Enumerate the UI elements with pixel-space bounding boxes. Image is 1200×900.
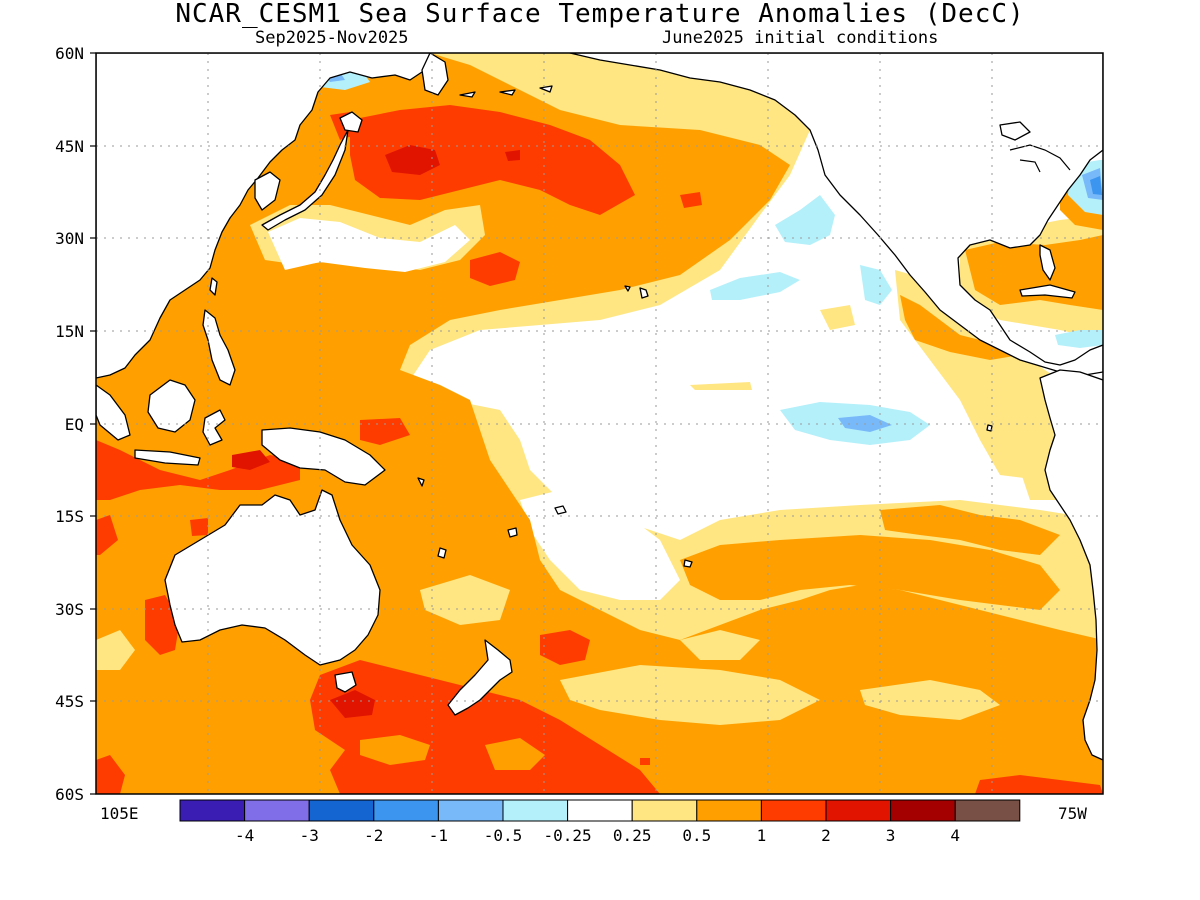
lon-label-west: 105E (100, 804, 139, 823)
legend-label: 0.5 (682, 826, 711, 845)
legend-swatch (373, 799, 439, 822)
axis-ticks (90, 52, 96, 795)
forecast-period: Sep2025-Nov2025 (255, 28, 409, 48)
legend-swatch (502, 799, 569, 822)
lat-label: 45N (55, 137, 84, 156)
lat-label: 30N (55, 229, 84, 248)
legend-label: -1 (429, 826, 448, 845)
lat-label: EQ (64, 415, 84, 434)
lat-label: 30S (55, 600, 84, 619)
great-lakes (1009, 144, 1071, 173)
grid-lines (96, 53, 1103, 794)
legend-label: -3 (300, 826, 319, 845)
lat-label: 45S (55, 692, 84, 711)
legend-swatch (954, 799, 1021, 822)
legend-label: 1 (757, 826, 767, 845)
map-title: NCAR_CESM1 Sea Surface Temperature Anoma… (175, 0, 1025, 29)
lon-label-east: 75W (1058, 804, 1087, 823)
color-scale-legend: -4 -3 -2 -1 -0.5 -0.25 0.25 0.5 1 2 3 4 (179, 799, 1021, 845)
legend-swatch (825, 799, 892, 822)
legend-label: 3 (886, 826, 896, 845)
legend-label: -0.25 (544, 826, 592, 845)
lat-label: 60S (55, 785, 84, 804)
lat-label: 15S (55, 507, 84, 526)
legend-swatch (760, 799, 827, 822)
lat-label: 15N (55, 322, 84, 341)
legend-label: 0.25 (613, 826, 652, 845)
legend-label: -2 (364, 826, 383, 845)
legend-swatch (567, 799, 633, 822)
legend-swatch (179, 799, 246, 822)
lat-label: 60N (55, 44, 84, 63)
legend-swatch (890, 799, 956, 822)
legend-swatch (631, 799, 698, 822)
legend-label: 2 (821, 826, 831, 845)
legend-label: 4 (950, 826, 960, 845)
anomaly-field (96, 53, 1103, 794)
legend-swatch (696, 799, 762, 822)
initial-conditions: June2025 initial conditions (662, 28, 939, 48)
legend-label: -0.5 (484, 826, 523, 845)
legend-swatch (437, 799, 504, 822)
legend-swatch (244, 799, 310, 822)
legend-swatch (308, 799, 375, 822)
legend-label: -4 (235, 826, 254, 845)
coastlines (96, 53, 1103, 761)
